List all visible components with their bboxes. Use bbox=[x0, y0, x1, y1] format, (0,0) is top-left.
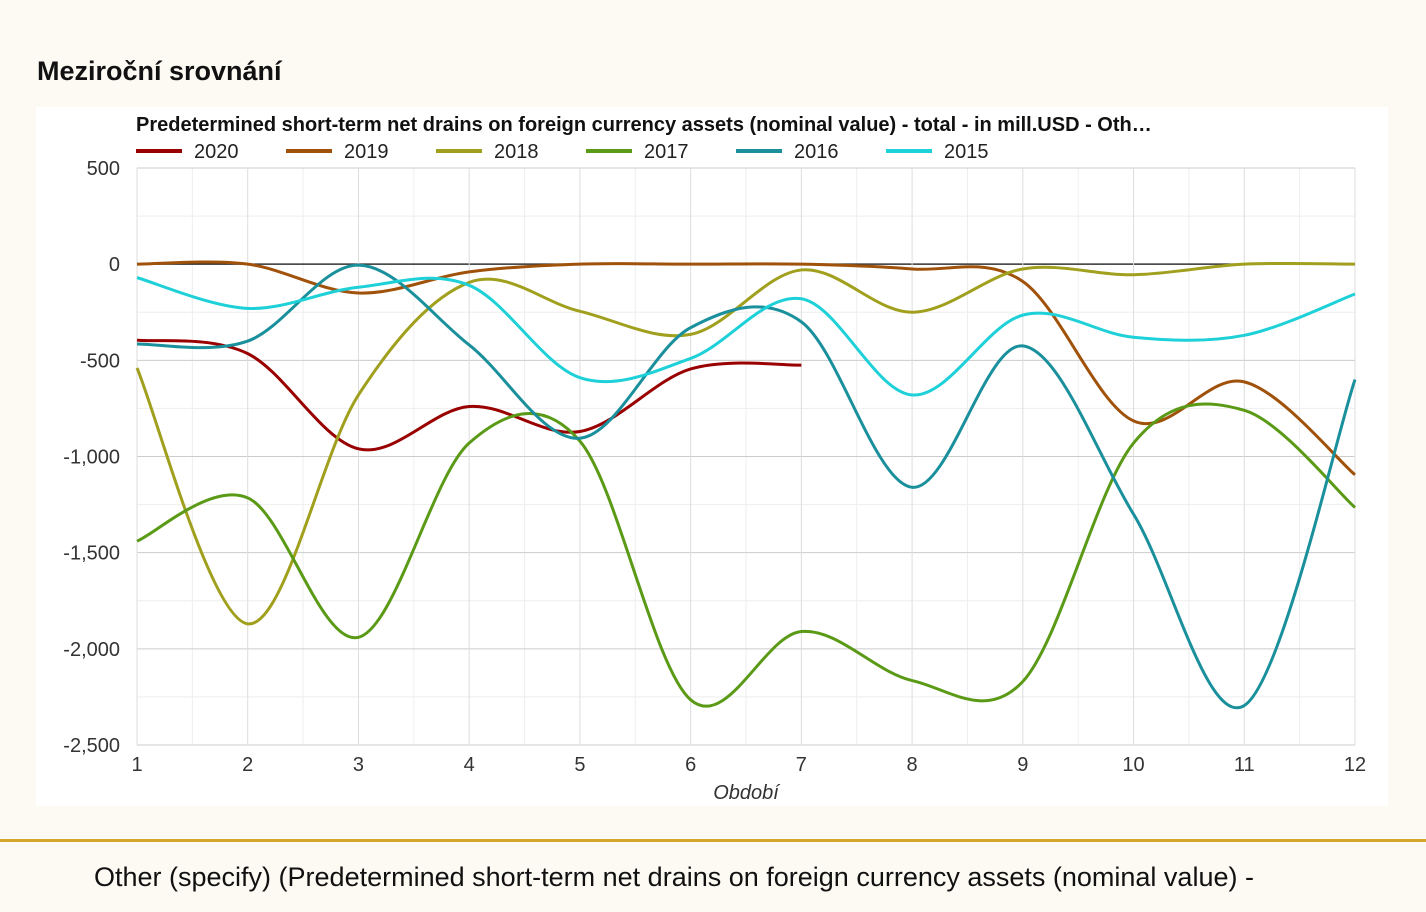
y-tick-label: -1,500 bbox=[63, 543, 120, 565]
x-tick-label: 3 bbox=[353, 754, 364, 776]
x-tick-label: 12 bbox=[1344, 754, 1366, 776]
y-tick-label: -1,000 bbox=[63, 447, 120, 469]
footer-text: Other (specify) (Predetermined short-ter… bbox=[94, 862, 1254, 892]
y-tick-label: -2,500 bbox=[63, 735, 120, 757]
series-line bbox=[136, 260, 1356, 476]
x-axis-label: Období bbox=[713, 782, 781, 804]
x-tick-label: 6 bbox=[685, 754, 696, 776]
series-line bbox=[136, 338, 802, 452]
legend-label: 2016 bbox=[794, 141, 839, 163]
chart-title: Predetermined short-term net drains on f… bbox=[136, 114, 1152, 136]
x-tick-label: 7 bbox=[796, 754, 807, 776]
series-line bbox=[136, 402, 1356, 708]
x-tick-label: 4 bbox=[464, 754, 475, 776]
x-tick-label: 8 bbox=[907, 754, 918, 776]
page-title: Meziroční srovnání bbox=[37, 56, 282, 86]
x-tick-label: 11 bbox=[1234, 754, 1255, 776]
legend-label: 2015 bbox=[944, 141, 989, 163]
legend-label: 2017 bbox=[644, 141, 689, 163]
x-tick-label: 5 bbox=[574, 754, 585, 776]
x-tick-label: 2 bbox=[242, 754, 253, 776]
chart-box: -2,500 -2,000 -1,500 -1,000 -500 0 500 1 2 3 4 5 6 7 8… bbox=[36, 107, 1388, 806]
x-tick-label: 1 bbox=[131, 754, 142, 776]
legend-label: 2019 bbox=[344, 141, 389, 163]
series-line bbox=[135, 261, 1356, 626]
series-line bbox=[136, 263, 1357, 710]
divider bbox=[0, 839, 1426, 842]
y-tick-label: 500 bbox=[87, 158, 120, 180]
y-tick-label: 0 bbox=[109, 254, 120, 276]
legend-label: 2020 bbox=[194, 141, 239, 163]
series-line bbox=[136, 276, 1356, 397]
x-tick-label: 10 bbox=[1122, 754, 1144, 776]
legend-label: 2018 bbox=[494, 141, 539, 163]
y-tick-label: -2,000 bbox=[63, 639, 120, 661]
x-tick-label: 9 bbox=[1017, 754, 1028, 776]
y-tick-label: -500 bbox=[80, 350, 120, 372]
